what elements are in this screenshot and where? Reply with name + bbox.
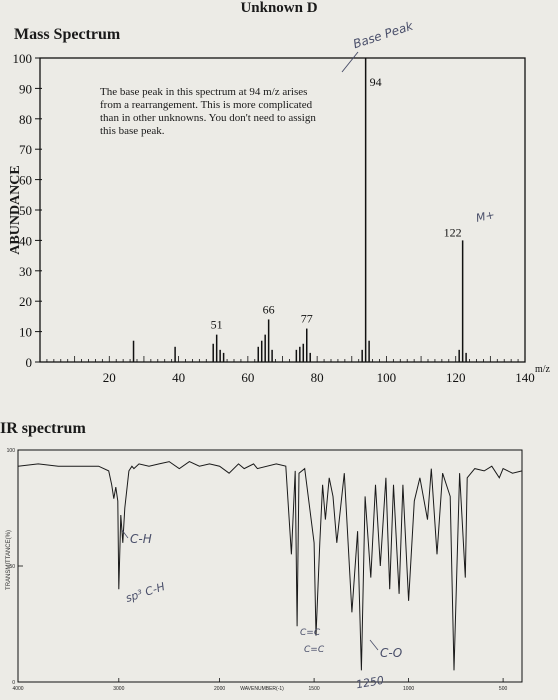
ms-y-tick-label: 70	[19, 142, 32, 157]
ms-y-tick-label: 60	[19, 173, 32, 188]
co-pointer	[369, 639, 379, 651]
ms-x-tick-label: 80	[311, 370, 324, 385]
ms-y-tick-label: 0	[26, 355, 33, 370]
ir-x-tick-label: 1000	[403, 686, 414, 692]
mass-spectrum-chart: 0 10 20 30 40 50 60 70 80 90 100 20 40 60 80 100 120 140m…	[13, 51, 551, 385]
ms-y-tick-label: 30	[19, 264, 32, 279]
ms-x-unit-label: m/z	[535, 364, 551, 375]
ms-y-tick-label: 80	[19, 112, 32, 127]
page-title: Unknown D	[240, 0, 318, 16]
ms-peak-label: 51	[211, 318, 223, 332]
ir-x-tick-label: 2000	[214, 686, 225, 692]
handwritten-cc-2: C=C	[304, 645, 325, 655]
ir-x-axis-label: WAVENUMBER(-1)	[240, 686, 284, 692]
ir-y-tick-label: 100	[7, 448, 16, 454]
ms-x-tick-label: 40	[172, 370, 185, 385]
ms-y-tick-label: 40	[19, 233, 32, 248]
ir-x-tick-label: 4000	[12, 686, 23, 692]
ms-x-tick-label: 140	[515, 370, 535, 385]
ir-y-tick-label: 0	[12, 680, 15, 686]
ir-spectrum-heading: IR spectrum	[0, 420, 86, 437]
ch-pointer	[121, 529, 129, 539]
ms-peak-label: 94	[370, 75, 382, 89]
ms-y-tick-label: 90	[19, 81, 32, 96]
mass-spectrum-heading: Mass Spectrum	[14, 26, 121, 43]
base-peak-note: The base peak in this spectrum at 94 m/z…	[100, 86, 316, 137]
ir-x-tick-label: 3000	[113, 686, 124, 692]
ms-peak-label: 66	[263, 302, 275, 316]
ms-y-tick-label: 10	[19, 325, 32, 340]
handwritten-co: C-O	[380, 646, 403, 660]
ir-x-tick-label: 500	[499, 686, 508, 692]
handwritten-ch: C-H	[130, 532, 152, 546]
ms-x-tick-label: 120	[446, 370, 466, 385]
ms-y-tick-label: 20	[19, 294, 32, 309]
ms-x-tick-label: 20	[103, 370, 116, 385]
handwritten-cc-1: C=C	[300, 628, 321, 638]
ir-spectrum-line	[17, 461, 523, 671]
ms-x-tick-label: 60	[241, 370, 254, 385]
ir-y-tick-label: 50	[9, 564, 15, 570]
ms-peak-label: 122	[444, 225, 462, 239]
ir-x-tick-label: 1500	[309, 686, 320, 692]
base-peak-arrow	[341, 51, 359, 73]
ms-peak-label: 77	[301, 312, 313, 326]
ms-y-tick-label: 100	[13, 51, 33, 66]
ms-x-tick-label: 100	[377, 370, 397, 385]
ms-y-tick-label: 50	[19, 203, 32, 218]
